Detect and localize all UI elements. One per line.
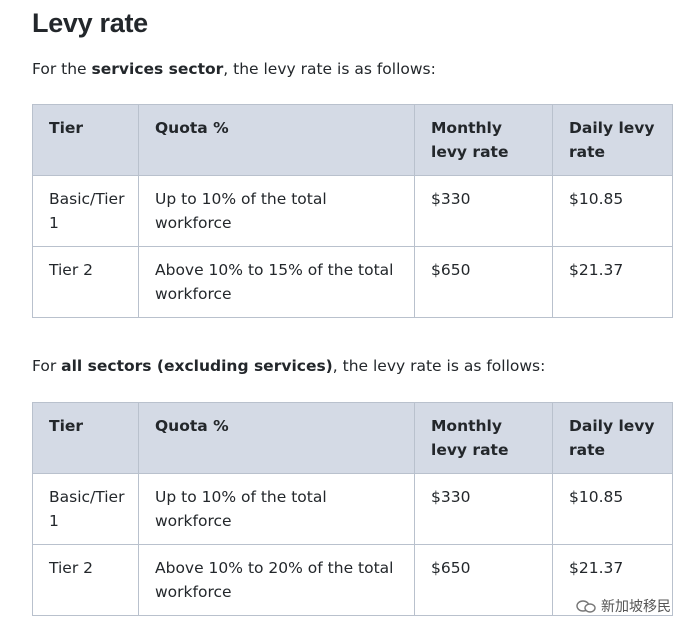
header-cell: Monthly levy rate [414,104,553,176]
levy-table: Tier Quota % Monthly levy rate Daily levy r… [32,104,673,318]
table-cell: $330 [414,175,553,247]
table-row: Basic/Tier 1 Up to 10% of the total workf… [32,473,673,545]
table-cell: Basic/Tier 1 [32,175,139,247]
table-row: Tier 2 Above 10% to 15% of the total work… [32,246,673,318]
intro-text: For [32,357,62,375]
header-cell: Monthly levy rate [414,402,553,474]
header-cell: Quota % [138,402,415,474]
table-cell: Tier 2 [32,544,139,616]
header-row: Tier Quota % Monthly levy rate Daily levy r… [32,104,673,176]
header-cell: Tier [32,104,139,176]
intro-paragraph: For the services sector, the levy rate i… [32,57,436,81]
watermark: 新加坡移民 [575,596,671,616]
header-row: Tier Quota % Monthly levy rate Daily levy r… [32,402,673,474]
header-cell: Daily levy rate [552,402,673,474]
intro-emphasis: all sectors (excluding services) [61,357,333,375]
table-cell: $10.85 [552,473,673,545]
table-cell: $21.37 [552,544,673,616]
header-cell: Quota % [138,104,415,176]
levy-table: Tier Quota % Monthly levy rate Daily levy r… [32,402,673,616]
table-row: Basic/Tier 1 Up to 10% of the total workf… [32,175,673,247]
table-cell: Tier 2 [32,246,139,318]
table-cell: $650 [414,246,553,318]
watermark-text: 新加坡移民 [601,599,671,615]
header-cell: Daily levy rate [552,104,673,176]
intro-paragraph: For all sectors (excluding services), th… [32,354,545,378]
page-heading: Levy rate [32,8,148,38]
intro-emphasis: services sector [91,60,224,78]
intro-text: For the [32,60,92,78]
table-cell: Basic/Tier 1 [32,473,139,545]
table-cell: Up to 10% of the total workforce [138,175,415,247]
header-cell: Tier [32,402,139,474]
intro-text: , the levy rate is as follows: [332,357,546,375]
table-cell: $21.37 [552,246,673,318]
table-cell: Up to 10% of the total workforce [138,473,415,545]
table-cell: Above 10% to 15% of the total workforce [138,246,415,318]
intro-text: , the levy rate is as follows: [223,60,436,78]
table-cell: $10.85 [552,175,673,247]
table-cell: $330 [414,473,553,545]
table-row: Tier 2 Above 10% to 20% of the total work… [32,544,673,616]
table-cell: Above 10% to 20% of the total workforce [138,544,415,616]
watermark-icon [576,600,596,613]
table-cell: $650 [414,544,553,616]
